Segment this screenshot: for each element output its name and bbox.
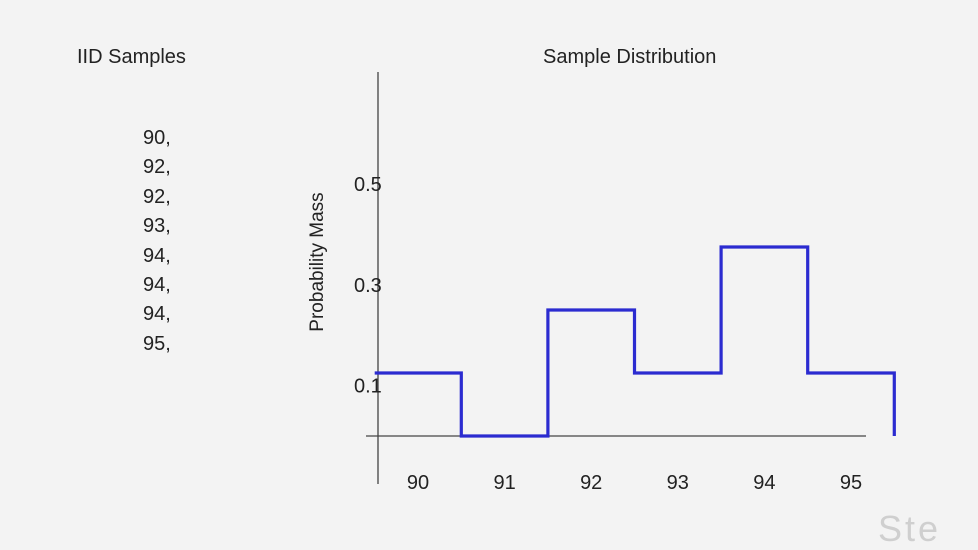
- sample-item: 92,: [143, 185, 171, 208]
- sample-item: 94,: [143, 273, 171, 296]
- x-tick-label: 93: [667, 472, 689, 494]
- sample-item: 90,: [143, 127, 171, 149]
- series-step-line: [374, 245, 896, 438]
- chart-title: Sample Distribution: [543, 46, 717, 68]
- y-tick-label: 0.1: [354, 376, 382, 398]
- watermark-text: Ste: [878, 508, 942, 549]
- x-tick-label: 95: [840, 472, 862, 494]
- x-tick-label: 90: [407, 472, 429, 494]
- y-tick-label: 0.5: [354, 174, 382, 196]
- sample-item: 93,: [143, 215, 171, 238]
- distribution-chart: 0.1 0.3 0.5 90 91 92 93 94 95: [354, 72, 896, 494]
- sample-item: 94,: [143, 303, 171, 326]
- sample-item: 95,: [143, 332, 171, 355]
- samples-title: IID Samples: [77, 46, 186, 68]
- sample-item: 92,: [143, 156, 171, 179]
- sample-item: 94,: [143, 244, 171, 267]
- x-tick-label: 91: [493, 472, 515, 494]
- samples-list: 90, 92, 92, 93, 94, 94, 94, 95,: [143, 124, 171, 359]
- x-tick-label: 92: [580, 472, 602, 494]
- x-tick-label: 94: [753, 472, 775, 494]
- y-tick-label: 0.3: [354, 275, 382, 297]
